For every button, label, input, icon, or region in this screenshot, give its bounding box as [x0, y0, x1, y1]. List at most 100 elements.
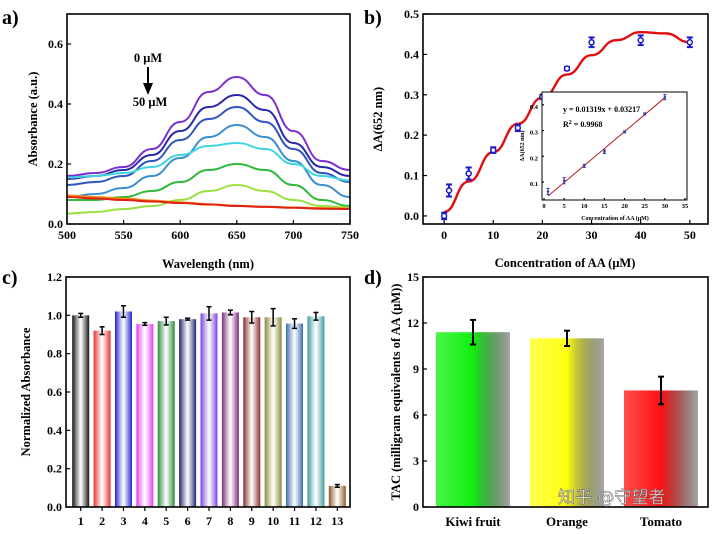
panel-c-y-tick-label: 0.6: [47, 385, 62, 399]
panel-a: a) Wavelength (nm) Absorbance (a.u.) 0 μ…: [2, 7, 359, 271]
spectrum-line: [66, 105, 351, 186]
panel-a-label: a): [2, 7, 19, 29]
data-point: [445, 187, 453, 194]
panel-d: d) TAC (milligram equivalents of AA (μM)…: [364, 267, 709, 529]
inset-x-tick-label: 20: [621, 203, 628, 210]
inset-x-tick-label: 25: [641, 203, 648, 210]
bar: [307, 316, 325, 507]
data-point: [465, 170, 472, 177]
panel-c-x-tick-label: 5: [163, 514, 169, 528]
panel-d-x-tick-label: Kiwi fruit: [445, 514, 501, 529]
bar: [221, 312, 239, 507]
inset-x-tick-label: 35: [682, 203, 689, 210]
panel-d-y-tick-label: 3: [413, 454, 419, 468]
panel-b-y-tick-label: 0.2: [404, 128, 419, 142]
panel-b-x-tick-label: 0: [441, 228, 447, 242]
fit-curve: [443, 30, 690, 214]
data-point: [514, 124, 522, 132]
panel-b-x-tick-label: 50: [684, 228, 696, 242]
inset-y-tick-label: 0.1: [530, 181, 538, 188]
panel-b-x-tick-label: 10: [487, 228, 499, 242]
inset-equation: y = 0.01319x + 0.03217: [563, 105, 640, 114]
panel-c-x-tick-label: 7: [206, 514, 212, 528]
panel-b-x-tick-label: 20: [536, 228, 548, 242]
panel-c-x-tick-label: 6: [185, 514, 191, 528]
panel-c-x-tick-label: 4: [142, 514, 148, 528]
panel-b-x-tick-label: 40: [635, 228, 647, 242]
annotation-0uM: 0 μM: [134, 51, 162, 65]
panel-a-x-tick-label: 500: [58, 228, 76, 242]
panel-a-x-tick-label: 600: [171, 228, 189, 242]
data-point: [440, 212, 448, 220]
data-point: [588, 39, 595, 46]
inset-x-tick-label: 30: [662, 203, 669, 210]
spectrum-line: [66, 75, 351, 177]
panel-b-y-tick-label: 0.5: [404, 7, 419, 21]
inset-y-tick-label: 0.3: [530, 130, 539, 137]
inset-x-tick-label: 15: [601, 203, 608, 210]
inset-data-point: [663, 95, 667, 99]
plot-frame: [422, 276, 709, 508]
panel-c-x-tick-label: 11: [289, 514, 300, 528]
inset-ylabel: ΔA(652 nm): [519, 131, 526, 162]
panel-b-xlabel: Concentration of AA (μM): [495, 256, 636, 270]
inset-y-tick-label: 0.4: [530, 104, 539, 111]
data-point: [563, 65, 571, 72]
panel-a-x-tick-label: 550: [115, 228, 133, 242]
inset-y-tick-label: 0.2: [530, 155, 538, 162]
panel-a-y-tick-label: 0.6: [48, 37, 63, 51]
panel-c-x-tick-label: 9: [249, 514, 255, 528]
panel-b-y-tick-label: 0.4: [404, 47, 419, 61]
panel-c-ylabel: Normalized Absorbance: [19, 327, 33, 456]
panel-a-x-tick-label: 650: [228, 228, 246, 242]
bar: [136, 323, 154, 507]
data-point: [637, 37, 644, 44]
panel-c-x-tick-label: 1: [78, 514, 84, 528]
spectrum-line: [66, 196, 351, 210]
bar: [286, 323, 304, 507]
panel-c-y-tick-label: 1.2: [47, 270, 62, 284]
bar: [530, 338, 604, 507]
panel-b-y-tick-label: 0.3: [404, 88, 419, 102]
panel-c-label: c): [2, 267, 18, 289]
data-point: [490, 146, 497, 154]
inset-data-point: [603, 150, 606, 153]
panel-b: b) Concentration of AA (μM) ΔA(652 nm) C…: [364, 7, 709, 270]
bar: [624, 390, 698, 507]
panel-c-x-tick-label: 13: [331, 514, 343, 528]
panel-d-y-tick-label: 15: [407, 270, 419, 284]
plot-frame: [541, 91, 688, 201]
panel-d-x-tick-label: Tomato: [640, 514, 682, 529]
panel-c: c) Normalized Absorbance 1 2 3 4 5 6 7 8 9 10 11 12…: [2, 267, 351, 528]
panel-b-y-tick-label: 0.1: [404, 169, 419, 183]
bar: [157, 321, 175, 507]
panel-d-y-tick-label: 6: [413, 408, 419, 422]
panel-d-y-tick-label: 12: [407, 316, 419, 330]
bar: [243, 317, 261, 507]
bar: [264, 317, 282, 507]
panel-c-x-tick-label: 10: [267, 514, 279, 528]
inset-x-tick-label: 10: [581, 203, 588, 210]
panel-d-x-tick-label: Orange: [546, 514, 588, 529]
panel-a-y-tick-label: 0.4: [48, 97, 63, 111]
bar: [114, 311, 132, 507]
spectrum-line: [66, 183, 351, 215]
panel-c-x-tick-label: 2: [99, 514, 105, 528]
bar: [93, 330, 111, 507]
inset-x-tick-label: 0: [542, 203, 545, 210]
bar: [328, 485, 346, 507]
panel-b-y-tick-label: 0.0: [404, 209, 419, 223]
panel-c-x-tick-label: 3: [120, 514, 126, 528]
panel-c-y-tick-label: 1.0: [47, 308, 62, 322]
data-point: [686, 39, 694, 46]
watermark: 知乎 @守望者: [558, 488, 665, 508]
inset-data-point: [546, 190, 550, 193]
panel-c-x-tick-label: 8: [227, 514, 233, 528]
bar: [72, 315, 90, 507]
plot-frame: [422, 13, 709, 225]
inset-xlabel: Concentration of AA (μM): [581, 215, 649, 222]
bar: [179, 319, 197, 507]
panel-b-x-tick-label: 30: [586, 228, 598, 242]
panel-d-y-tick-label: 9: [413, 362, 419, 376]
